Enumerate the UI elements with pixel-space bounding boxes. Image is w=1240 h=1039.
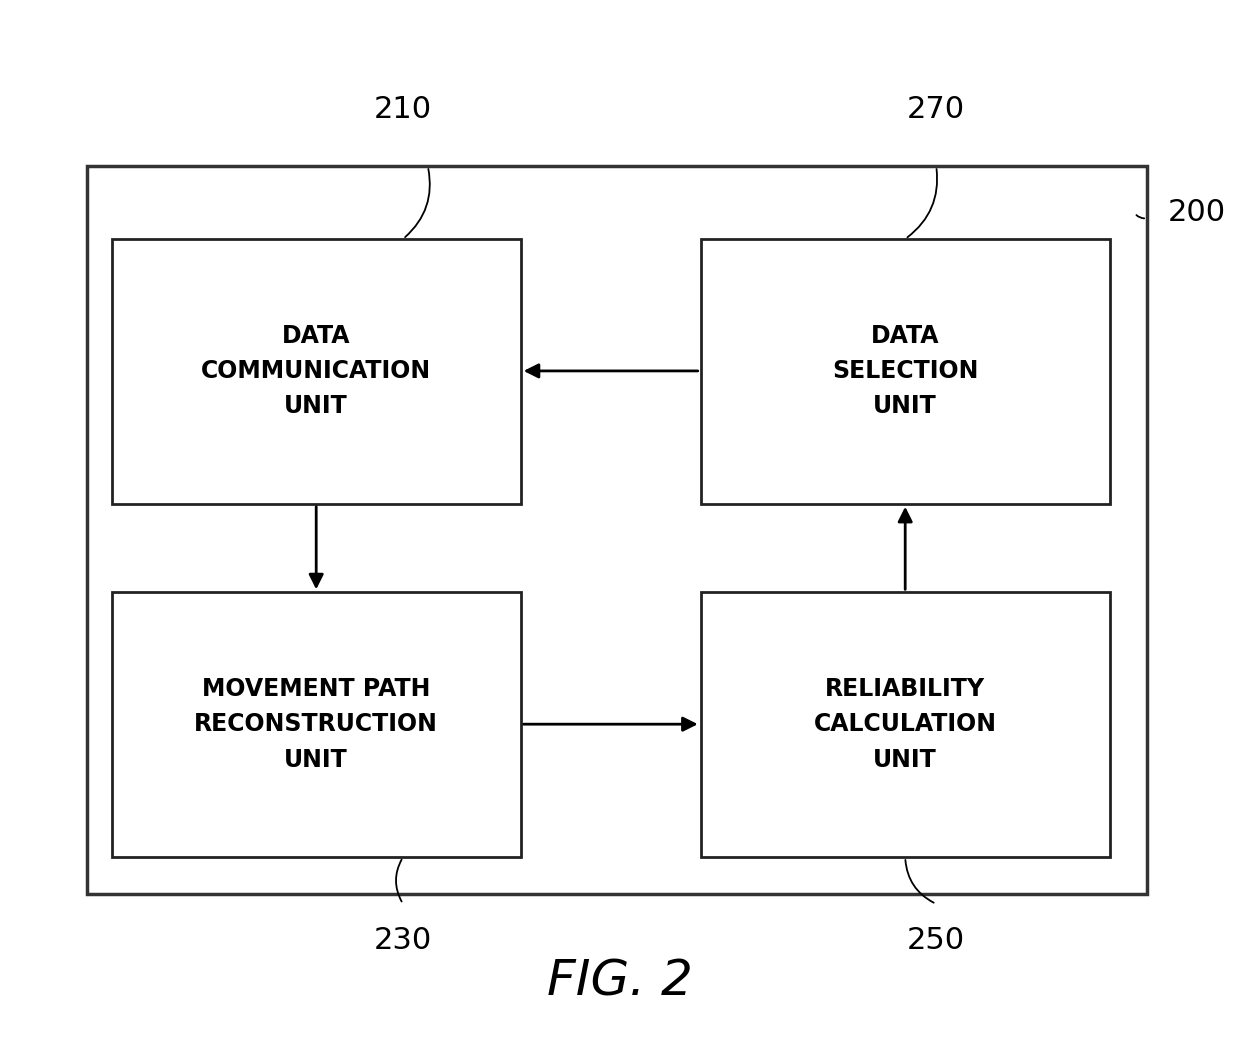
Text: DATA
SELECTION
UNIT: DATA SELECTION UNIT	[832, 323, 978, 419]
Text: DATA
COMMUNICATION
UNIT: DATA COMMUNICATION UNIT	[201, 323, 432, 419]
Bar	[701, 592, 1110, 857]
Text: FIG. 2: FIG. 2	[547, 958, 693, 1006]
Bar	[87, 166, 1147, 894]
Text: RELIABILITY
CALCULATION
UNIT: RELIABILITY CALCULATION UNIT	[813, 676, 997, 772]
Text: 270: 270	[908, 95, 965, 124]
Text: 230: 230	[374, 926, 432, 955]
Bar	[701, 239, 1110, 504]
Text: MOVEMENT PATH
RECONSTRUCTION
UNIT: MOVEMENT PATH RECONSTRUCTION UNIT	[195, 676, 438, 772]
Text: 250: 250	[908, 926, 965, 955]
Bar	[112, 239, 521, 504]
Bar	[112, 592, 521, 857]
Text: 200: 200	[1168, 198, 1225, 228]
Text: 210: 210	[374, 95, 432, 124]
